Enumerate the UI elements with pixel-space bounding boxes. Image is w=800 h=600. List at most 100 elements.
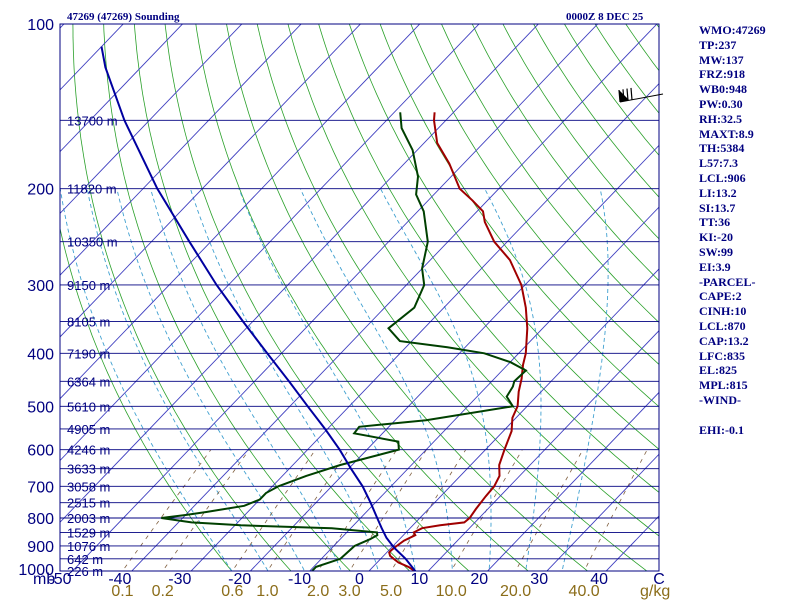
height-label: 4246 m bbox=[67, 443, 110, 458]
index-item: SW:99 bbox=[699, 244, 734, 259]
moist-adiabat-line bbox=[116, 188, 306, 571]
height-label: 226 m bbox=[67, 564, 103, 579]
mixing-ratio-tick-label: 10.0 bbox=[436, 583, 467, 600]
isotherm-line bbox=[249, 144, 659, 571]
height-labels: 13700 m 11820 m 10350 m 9150 m 8105 m 7190 m 6… bbox=[67, 113, 118, 579]
wind-barb-flag bbox=[626, 88, 629, 101]
pressure-tick-label: 800 bbox=[27, 511, 54, 528]
mixing-ratio-line bbox=[515, 449, 584, 571]
pressure-unit-label: mb bbox=[33, 571, 55, 588]
index-item: WMO:47269 bbox=[699, 23, 766, 37]
isotherm-line bbox=[486, 391, 659, 571]
index-item: EHI:-0.1 bbox=[699, 422, 744, 437]
isotherm-line bbox=[60, 24, 362, 338]
pressure-tick-label: 700 bbox=[27, 479, 54, 496]
pressure-tick-label: 300 bbox=[27, 278, 54, 295]
isotherm-line bbox=[190, 82, 659, 571]
height-label: 2515 m bbox=[67, 496, 110, 511]
wind-barb-pennant bbox=[619, 90, 629, 102]
mixing-ratio-line bbox=[583, 449, 648, 571]
temperature-tick-label: -10 bbox=[288, 571, 311, 588]
index-item: CAPE:2 bbox=[699, 289, 742, 304]
pressure-tick-label: 200 bbox=[27, 182, 54, 199]
mixing-ratio-tick-label: 5.0 bbox=[380, 583, 402, 600]
pressure-tick-label: 500 bbox=[27, 399, 54, 416]
mixing-ratio-tick-label: 0.1 bbox=[111, 583, 133, 600]
pressure-tick-label: 600 bbox=[27, 443, 54, 460]
index-item: CAP:13.2 bbox=[699, 333, 749, 348]
isotherm-line bbox=[60, 24, 243, 215]
mixing-ratio-tick-label: 1.0 bbox=[256, 583, 278, 600]
stability-indices-panel: WMO:47269 TP:237 MW:137 FRZ:918 WB0:948 PW:0.… bbox=[699, 23, 766, 437]
isotherm-line bbox=[0, 12, 16, 583]
height-label: 10350 m bbox=[67, 235, 118, 250]
isotherm-line bbox=[60, 24, 480, 462]
height-label: 13700 m bbox=[67, 113, 118, 128]
moist-adiabat-line bbox=[561, 188, 609, 571]
index-item: TT:36 bbox=[699, 215, 731, 230]
index-item: EI:3.9 bbox=[699, 259, 731, 274]
isotherm-line bbox=[427, 330, 659, 571]
pressure-tick-label: 900 bbox=[27, 539, 54, 556]
dry-adiabat-line bbox=[103, 24, 351, 571]
height-label: 3633 m bbox=[67, 462, 110, 477]
dry-adiabat-line bbox=[318, 24, 659, 493]
index-item: LCL:906 bbox=[699, 170, 746, 185]
isotherm-line bbox=[60, 24, 539, 523]
index-item: L57:7.3 bbox=[699, 156, 738, 171]
isotherm-line bbox=[546, 453, 659, 571]
moist-adiabat-line bbox=[380, 188, 492, 571]
height-label: 3058 m bbox=[67, 479, 110, 494]
mixing-ratio-tick-label: 0.6 bbox=[221, 583, 243, 600]
height-label: 1076 m bbox=[67, 539, 110, 554]
series-layer bbox=[100, 46, 529, 571]
dry-adiabat-line bbox=[502, 24, 659, 240]
index-item: SI:13.7 bbox=[699, 200, 736, 215]
mixing-ratio-tick-label: 3.0 bbox=[338, 583, 360, 600]
moist-adiabat-line bbox=[150, 188, 342, 571]
mixing-ratio-tick-label: 2.0 bbox=[307, 583, 329, 600]
dry-adiabat-line bbox=[195, 24, 529, 571]
mixing-ratio-line bbox=[121, 449, 212, 571]
index-item: MPL:815 bbox=[699, 378, 748, 393]
height-label: 11820 m bbox=[67, 182, 117, 197]
temperature-tick-label: 40 bbox=[590, 571, 608, 588]
dry-adiabat-line bbox=[410, 24, 659, 365]
index-item: RH:32.5 bbox=[699, 111, 742, 126]
index-item: EL:825 bbox=[699, 363, 738, 378]
index-item: PW:0.30 bbox=[699, 96, 743, 111]
dry-adiabat-line bbox=[348, 24, 659, 450]
index-item: MW:137 bbox=[699, 52, 744, 67]
dry-adiabat-line bbox=[287, 24, 659, 537]
isotherm-line bbox=[60, 24, 65, 29]
dewpoint-profile-line bbox=[161, 112, 528, 571]
height-label: 7190 m bbox=[67, 346, 110, 361]
temperature-tick-label: 20 bbox=[470, 571, 488, 588]
temperature-tick-label: 0 bbox=[355, 571, 364, 588]
mixing-ratio-labels: 0.1 0.2 0.6 1.0 2.0 3.0 5.0 10.0 20.0 40.0 bbox=[111, 583, 599, 600]
wind-barb-flag bbox=[630, 87, 633, 100]
chart-title: 47269 (47269) Sounding bbox=[67, 11, 180, 23]
mixing-ratio-line bbox=[450, 449, 523, 571]
index-item: -WIND- bbox=[699, 392, 741, 407]
height-label: 2003 m bbox=[67, 511, 110, 526]
temperature-tick-label: C bbox=[653, 571, 665, 588]
mixing-ratio-line bbox=[162, 449, 250, 571]
isotherm-line bbox=[131, 24, 658, 571]
isotherm-line bbox=[60, 24, 184, 153]
index-item: MAXT:8.9 bbox=[699, 126, 754, 141]
index-item: TP:237 bbox=[699, 37, 737, 52]
dry-adiabat-line bbox=[72, 24, 292, 571]
plot-frame bbox=[59, 23, 660, 572]
height-label: 1529 m bbox=[67, 525, 110, 540]
height-label: 5610 m bbox=[67, 399, 110, 414]
dry-adiabat-line bbox=[563, 24, 659, 156]
temperature-tick-label: 10 bbox=[411, 571, 429, 588]
height-label: 9150 m bbox=[67, 278, 110, 293]
pressure-tick-label: 400 bbox=[27, 346, 54, 363]
dry-adiabat-line bbox=[164, 24, 470, 571]
mixing-ratio-line bbox=[231, 449, 316, 571]
index-item: LI:13.2 bbox=[699, 185, 737, 200]
mixing-ratio-line bbox=[266, 449, 350, 571]
dry-adiabat-line bbox=[256, 24, 648, 571]
